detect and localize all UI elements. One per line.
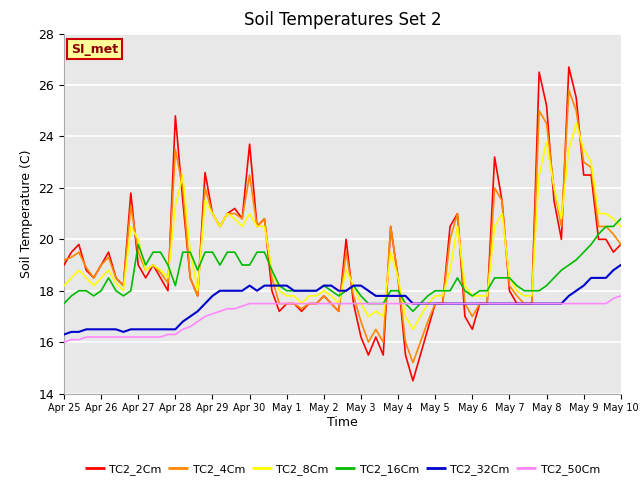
X-axis label: Time: Time	[327, 416, 358, 429]
Legend: TC2_2Cm, TC2_4Cm, TC2_8Cm, TC2_16Cm, TC2_32Cm, TC2_50Cm: TC2_2Cm, TC2_4Cm, TC2_8Cm, TC2_16Cm, TC2…	[85, 464, 600, 475]
Y-axis label: Soil Temperature (C): Soil Temperature (C)	[20, 149, 33, 278]
Text: SI_met: SI_met	[71, 43, 118, 56]
Title: Soil Temperatures Set 2: Soil Temperatures Set 2	[244, 11, 441, 29]
